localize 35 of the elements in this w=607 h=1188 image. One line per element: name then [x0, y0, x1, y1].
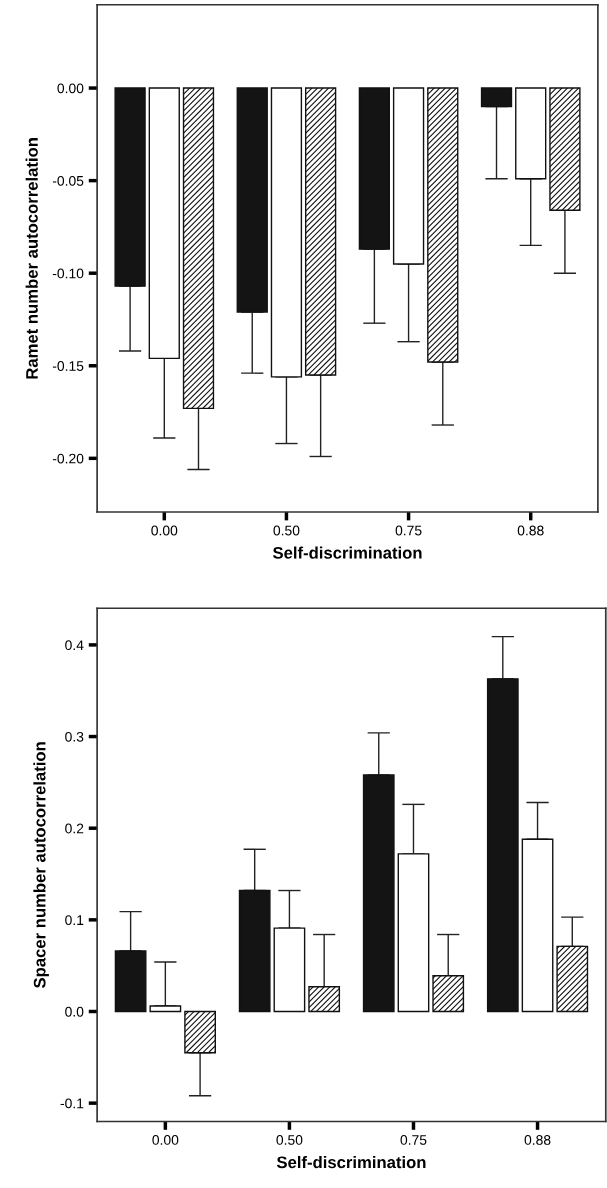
y-tick-label: 0.00: [57, 83, 84, 94]
y-tick-label: -0.05: [52, 175, 84, 186]
y-tick-label: 0.3: [65, 731, 84, 742]
x-axis-title: Self-discrimination: [272, 546, 422, 559]
x-axis-title: Self-discrimination: [276, 1155, 426, 1169]
x-tick-label: 0.88: [517, 525, 544, 536]
bar: [521, 838, 554, 1013]
bar: [397, 853, 430, 1013]
x-tick-label: 0.50: [276, 1135, 303, 1145]
x-tick-label: 0.75: [400, 1135, 427, 1145]
y-tick-label: 0.1: [65, 915, 84, 926]
y-tick-label: 0.4: [65, 640, 84, 651]
bar: [486, 678, 519, 1013]
bar: [308, 986, 341, 1013]
y-axis-title: Ramet number autocorrelation: [25, 138, 38, 379]
bar: [184, 1010, 216, 1054]
x-tick-label: 0.75: [395, 525, 422, 536]
y-tick-label: -0.10: [52, 268, 84, 279]
bar: [114, 950, 147, 1013]
bar: [273, 927, 306, 1013]
x-tick-label: 0.00: [151, 525, 178, 536]
y-tick-label: -0.15: [52, 361, 84, 371]
y-tick-label: 0.2: [65, 823, 84, 834]
bar: [238, 889, 271, 1013]
x-tick-label: 0.00: [152, 1135, 179, 1145]
bar: [556, 945, 589, 1013]
y-tick-label: -0.1: [60, 1098, 84, 1109]
x-tick-label: 0.88: [524, 1135, 551, 1145]
bar: [149, 1005, 182, 1013]
y-tick-label: -0.20: [52, 453, 84, 464]
y-axis-title: Spacer number autocorrelation: [33, 742, 49, 989]
y-tick-label: 0.0: [65, 1006, 84, 1017]
bar: [362, 774, 395, 1013]
x-tick-label: 0.50: [273, 525, 300, 536]
bar: [432, 975, 465, 1013]
